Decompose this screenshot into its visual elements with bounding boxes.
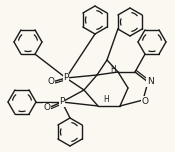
Text: H: H	[110, 64, 116, 74]
Text: O: O	[44, 104, 51, 112]
Text: P: P	[63, 74, 69, 83]
Text: O: O	[142, 97, 149, 105]
Text: P: P	[59, 97, 65, 107]
Text: H: H	[103, 95, 109, 105]
Text: O: O	[47, 78, 54, 86]
Text: N: N	[147, 78, 153, 86]
